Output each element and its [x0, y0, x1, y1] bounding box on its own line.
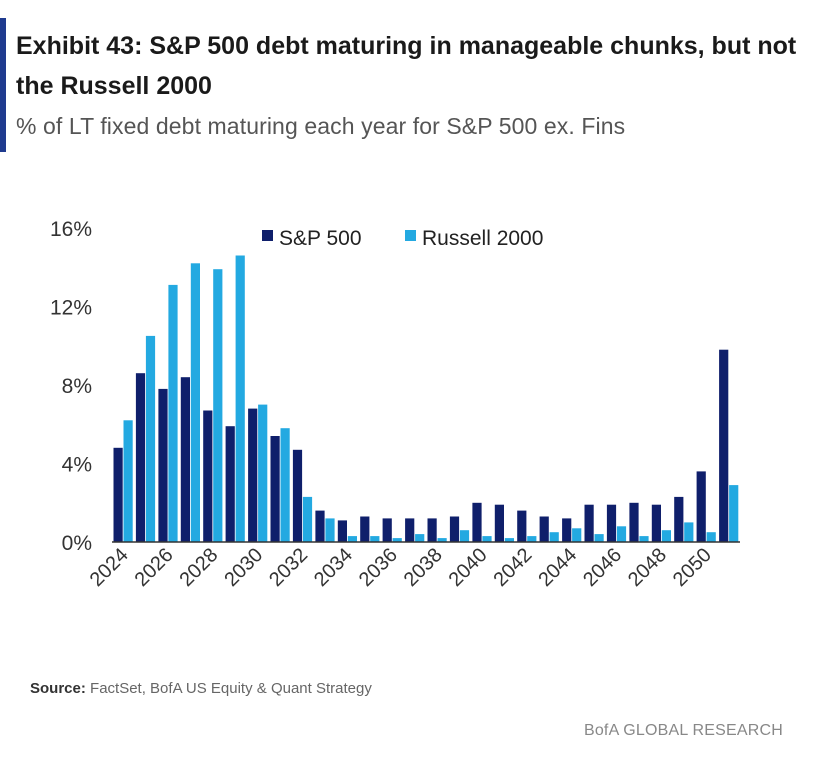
- legend-label-sp500: S&P 500: [279, 227, 362, 250]
- sp500-bar: [494, 504, 504, 542]
- x-tick-label: 2050: [669, 544, 716, 591]
- sp500-bar: [337, 520, 347, 542]
- sp500-bar: [203, 410, 213, 542]
- sp500-bar: [606, 504, 617, 542]
- x-tick-label: 2048: [624, 544, 671, 591]
- russell-bar: [145, 335, 156, 542]
- x-tick-label: 2026: [131, 544, 178, 591]
- russell-bar: [258, 404, 268, 542]
- sp500-bar: [225, 426, 235, 542]
- bar-chart: 0% 4% 8% 12% 16% 2024202620282030203220342036…: [50, 218, 740, 591]
- russell-bar: [370, 536, 380, 542]
- russell-bar: [684, 522, 694, 542]
- sp500-bar: [270, 436, 280, 542]
- x-tick-label: 2030: [220, 544, 267, 591]
- sp500-bar: [674, 496, 684, 542]
- russell-bar: [168, 284, 178, 542]
- russell-bar: [392, 538, 402, 542]
- russell-bar: [347, 536, 357, 542]
- sp500-bar: [539, 516, 549, 542]
- x-tick-label: 2042: [489, 544, 536, 591]
- x-tick-label: 2044: [534, 544, 581, 591]
- source-text: FactSet, BofA US Equity & Quant Strategy: [85, 680, 372, 697]
- chart-subtitle: % of LT fixed debt maturing each year fo…: [16, 113, 626, 139]
- sp500-bar: [135, 373, 146, 542]
- sp500-bar: [113, 447, 123, 542]
- brand-label: BofA GLOBAL RESEARCH: [583, 722, 783, 739]
- y-tick-label: 8%: [62, 375, 92, 398]
- legend-label-russell: Russell 2000: [422, 227, 543, 250]
- accent-bar: [0, 18, 6, 152]
- sp500-bar: [517, 510, 527, 542]
- sp500-bar: [562, 518, 572, 542]
- sp500-bar: [427, 518, 437, 542]
- sp500-bar: [629, 502, 639, 543]
- russell-bar: [572, 528, 582, 542]
- russell-bar: [235, 255, 245, 542]
- russell-bar: [594, 534, 604, 542]
- x-tick-label: 2024: [86, 544, 133, 591]
- russell-bar: [190, 263, 200, 542]
- sp500-bar: [158, 388, 168, 542]
- russell-bar: [616, 526, 627, 542]
- chart-title: Exhibit 43: S&P 500 debt maturing in man…: [16, 32, 797, 100]
- sp500-bar: [696, 471, 706, 542]
- sp500-bar: [360, 516, 370, 542]
- russell-bar: [437, 538, 447, 542]
- russell-bar: [213, 269, 223, 542]
- sp500-bar: [248, 408, 258, 542]
- x-tick-label: 2036: [355, 544, 402, 591]
- y-tick-label: 16%: [50, 218, 92, 241]
- sp500-bar: [472, 502, 482, 543]
- sp500-bar: [584, 504, 594, 542]
- russell-bar: [482, 536, 492, 542]
- sp500-bar: [292, 449, 303, 542]
- x-tick-label: 2046: [579, 544, 626, 591]
- x-tick-label: 2034: [310, 544, 357, 591]
- source-label: Source:: [30, 680, 86, 697]
- russell-bar: [639, 536, 649, 542]
- legend-swatch-russell: [405, 230, 416, 241]
- russell-bar: [459, 530, 470, 542]
- sp500-bar: [382, 518, 392, 542]
- russell-bar: [549, 532, 559, 542]
- russell-bar: [280, 428, 290, 542]
- russell-bar: [302, 496, 313, 542]
- sp500-bar: [719, 349, 729, 542]
- sp500-bar: [180, 377, 190, 542]
- y-tick-label: 12%: [50, 297, 92, 320]
- sp500-bar: [449, 516, 460, 542]
- russell-bar: [706, 532, 716, 542]
- russell-bar: [729, 485, 739, 542]
- y-tick-label: 0%: [62, 532, 92, 555]
- russell-bar: [504, 538, 514, 542]
- sp500-bar: [315, 510, 325, 542]
- source-note: Source: FactSet, BofA US Equity & Quant …: [30, 680, 372, 697]
- russell-bar: [123, 420, 133, 542]
- russell-bar: [325, 518, 335, 542]
- russell-bar: [527, 536, 537, 542]
- russell-bar: [661, 530, 671, 542]
- russell-bar: [415, 534, 425, 542]
- x-tick-label: 2040: [445, 544, 492, 591]
- legend-swatch-sp500: [262, 230, 273, 241]
- x-tick-label: 2038: [400, 544, 447, 591]
- x-tick-label: 2028: [175, 544, 222, 591]
- sp500-bar: [651, 504, 661, 542]
- x-tick-label: 2032: [265, 544, 312, 591]
- sp500-bar: [405, 518, 415, 542]
- y-tick-label: 4%: [62, 454, 92, 477]
